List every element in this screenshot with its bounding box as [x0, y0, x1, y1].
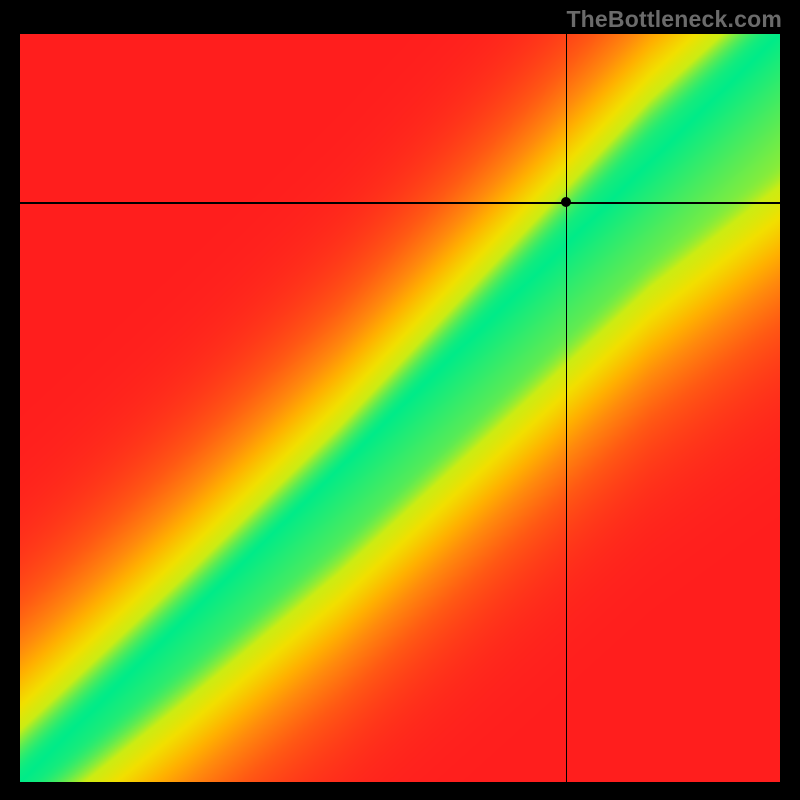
- watermark-text: TheBottleneck.com: [566, 6, 782, 33]
- bottleneck-heatmap: [20, 34, 780, 782]
